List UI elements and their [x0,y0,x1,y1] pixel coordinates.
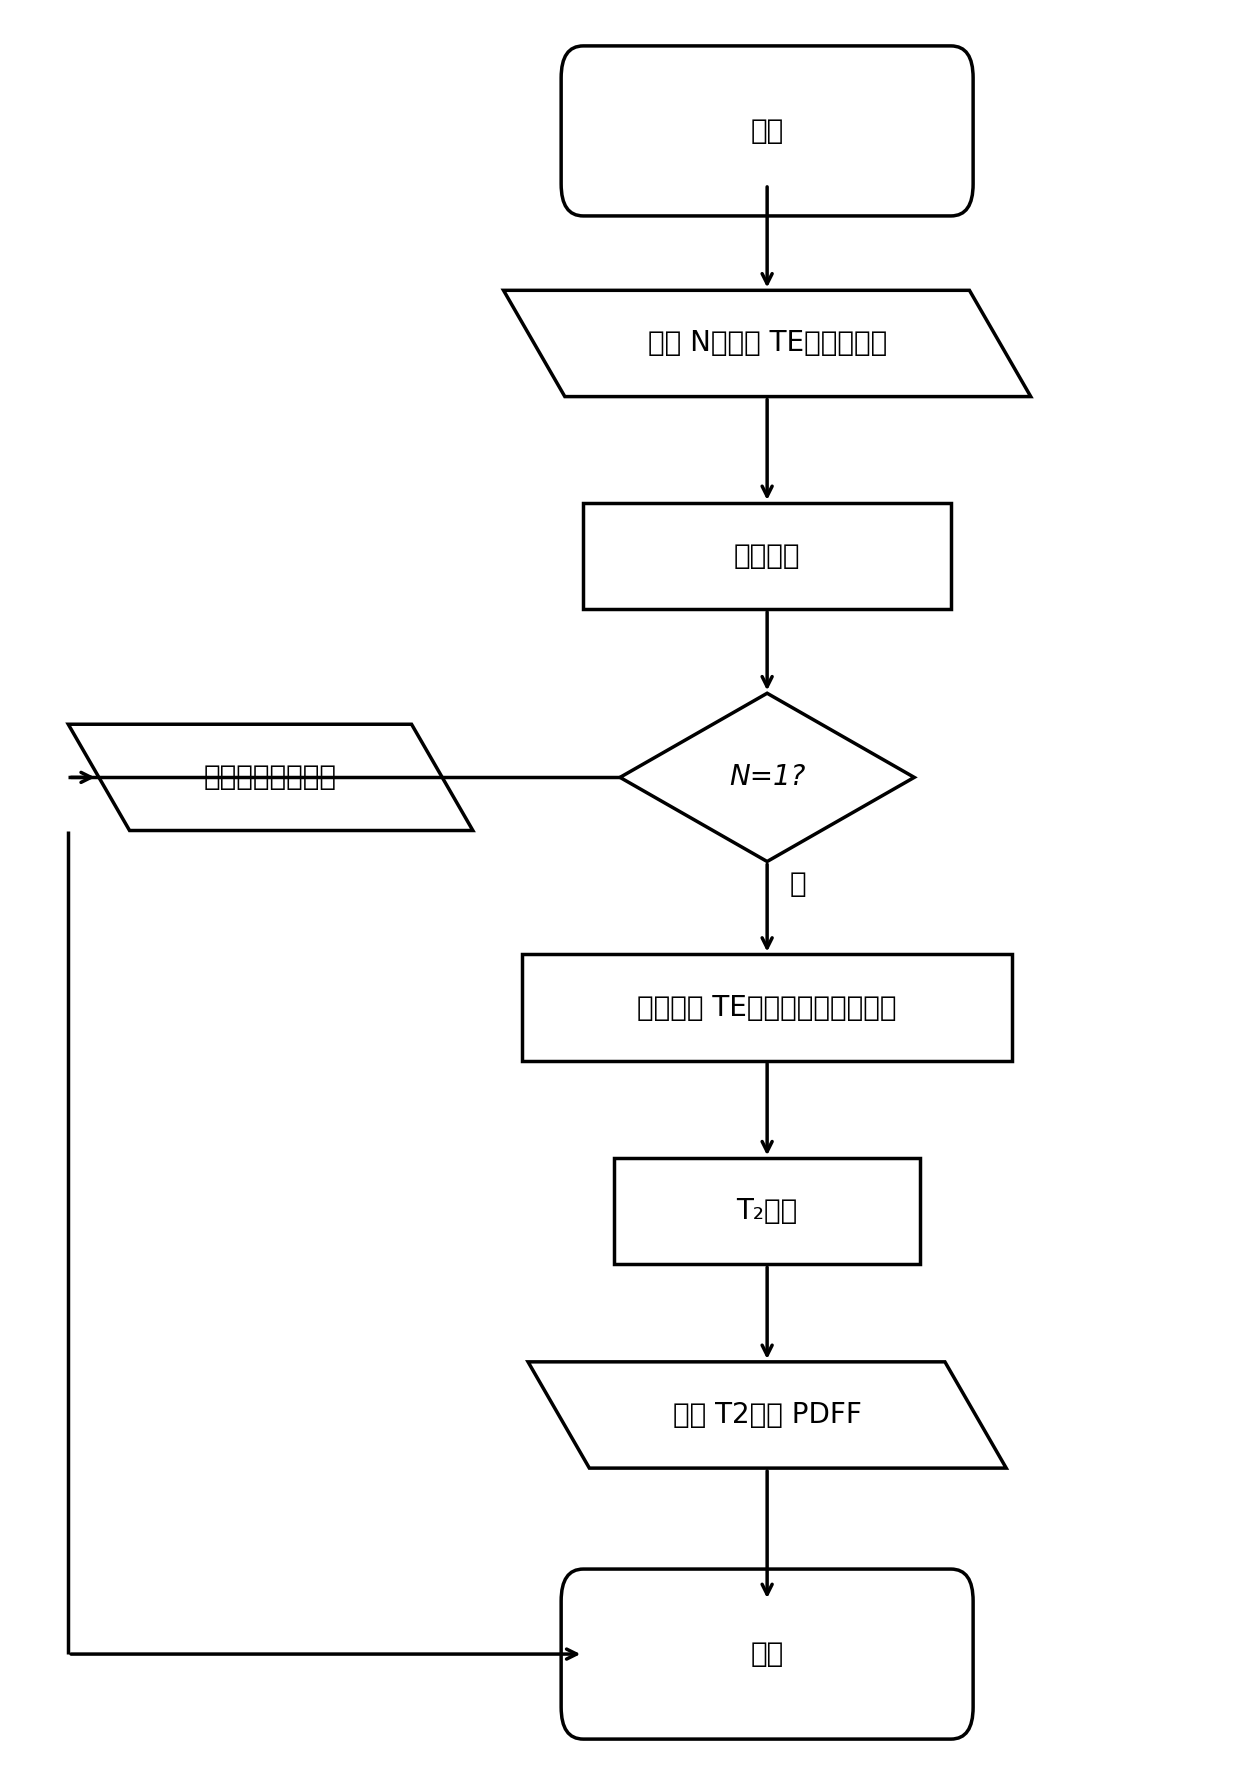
Polygon shape [528,1362,1006,1467]
Text: 开始: 开始 [750,118,784,145]
Bar [583,503,951,609]
Text: 计算各个 TE的水峰和脂肪峰面积: 计算各个 TE的水峰和脂肪峰面积 [637,994,897,1021]
Polygon shape [620,693,914,862]
Text: 结束: 结束 [750,1640,784,1667]
Text: 输出 T2以及 PDFF: 输出 T2以及 PDFF [672,1401,862,1430]
Text: T₂拟合: T₂拟合 [737,1198,797,1225]
Text: N=1?: N=1? [729,764,805,791]
FancyBboxPatch shape [562,46,973,216]
Bar [522,955,1012,1060]
Polygon shape [503,291,1030,396]
Polygon shape [68,725,472,830]
Text: 否: 否 [789,871,806,898]
Bar [614,1158,920,1264]
Text: 输出水脂谱峰面积: 输出水脂谱峰面积 [205,764,337,791]
Text: 谱线拟合: 谱线拟合 [734,543,800,569]
FancyBboxPatch shape [562,1569,973,1739]
Text: 读入 N个不同 TE的波谱数据: 读入 N个不同 TE的波谱数据 [647,330,887,357]
